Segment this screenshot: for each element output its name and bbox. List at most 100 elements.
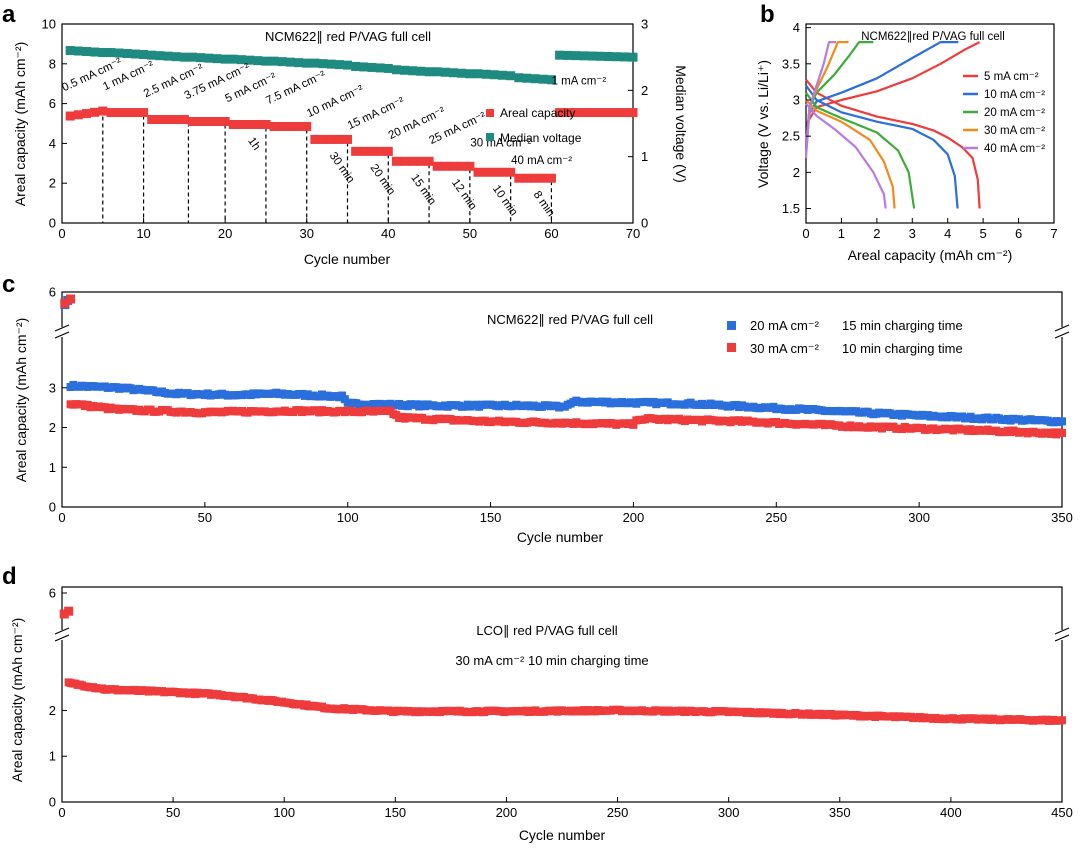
axis-break-c bbox=[54, 324, 1070, 339]
x-tick-label: 2 bbox=[873, 226, 880, 241]
y-tick-label: 3 bbox=[793, 92, 800, 107]
voltage-point bbox=[114, 48, 124, 58]
time-label: 20 min bbox=[368, 162, 398, 197]
voltage-point bbox=[261, 56, 271, 66]
capacity-point bbox=[188, 117, 198, 127]
legend-label: 30 mA cm⁻² bbox=[984, 125, 1045, 137]
voltage-point bbox=[139, 50, 149, 60]
voltage-point bbox=[530, 74, 540, 84]
rate-label: 10 mA cm⁻² bbox=[305, 83, 366, 120]
y-axis-label-b: Voltage (V vs. Li/Li⁺) bbox=[755, 60, 771, 188]
x-tick-label: 450 bbox=[1051, 805, 1073, 820]
cycling-points-c bbox=[60, 294, 1066, 439]
capacity-point bbox=[391, 156, 401, 166]
plot-frame-b bbox=[805, 23, 1055, 224]
voltage-point bbox=[391, 65, 401, 75]
voltage-point bbox=[587, 51, 597, 61]
capacity-point bbox=[457, 161, 467, 171]
x-tick-label: 150 bbox=[480, 510, 502, 525]
legend-marker-20 bbox=[727, 321, 736, 330]
legend-label-capacity: Areal capacity bbox=[500, 106, 575, 120]
voltage-point bbox=[122, 49, 132, 59]
capacity-point bbox=[65, 111, 75, 121]
panel-label-b: b bbox=[760, 1, 775, 28]
capacity-point bbox=[538, 173, 548, 183]
x-tick-label: 20 bbox=[218, 226, 232, 241]
voltage-point bbox=[326, 59, 336, 69]
axis-break-mark-left bbox=[54, 627, 70, 642]
capacity-point bbox=[310, 134, 320, 144]
capacity-point bbox=[81, 109, 91, 119]
capacity-point bbox=[465, 161, 475, 171]
voltage-point bbox=[546, 75, 556, 85]
capacity-point bbox=[285, 121, 295, 131]
voltage-point bbox=[375, 63, 385, 73]
axis-break-gap-left bbox=[56, 327, 68, 337]
voltage-point bbox=[98, 48, 108, 58]
voltage-point bbox=[408, 66, 418, 76]
capacity-point bbox=[383, 146, 393, 156]
cycling-points-d bbox=[59, 606, 1066, 725]
capacity-point bbox=[122, 108, 132, 118]
voltage-point bbox=[579, 51, 589, 61]
voltage-point bbox=[432, 67, 442, 77]
panel-a: a NCM622∥ red P/VAG full cell 0.5 mA cm⁻… bbox=[2, 1, 689, 267]
rate-dividers bbox=[102, 115, 553, 223]
legend-b: 5 mA cm⁻² 10 mA cm⁻² 20 mA cm⁻² 30 mA cm⁻² 4… bbox=[963, 71, 1045, 155]
y-tick-label: 2 bbox=[641, 83, 648, 98]
capacity-point bbox=[449, 161, 459, 171]
voltage-point bbox=[294, 58, 304, 68]
time-label: 15 min bbox=[408, 172, 438, 207]
voltage-point bbox=[269, 56, 279, 66]
voltage-point bbox=[253, 56, 263, 66]
time-label: 8 min bbox=[531, 189, 557, 219]
y-axis-label-d: Areal capacity (mAh cm⁻²) bbox=[9, 618, 25, 783]
x-tick-label: 300 bbox=[718, 805, 740, 820]
voltage-point bbox=[555, 50, 565, 60]
cycle-point bbox=[1058, 428, 1066, 437]
capacity-point bbox=[351, 146, 361, 156]
legend-label: 5 mA cm⁻² bbox=[984, 71, 1039, 83]
capacity-point bbox=[424, 156, 434, 166]
voltage-point bbox=[481, 69, 491, 79]
time-label: 1h bbox=[245, 135, 262, 152]
axis-break-gap-right bbox=[1056, 630, 1068, 640]
capacity-point bbox=[98, 106, 108, 116]
x-tick-label: 0 bbox=[58, 226, 65, 241]
voltage-point bbox=[612, 52, 622, 62]
capacity-point bbox=[489, 167, 499, 177]
capacity-point bbox=[171, 115, 181, 125]
axis-break-gap-right bbox=[1056, 327, 1068, 337]
capacity-point bbox=[595, 108, 605, 118]
capacity-point bbox=[294, 121, 304, 131]
y-tick-label: 2 bbox=[49, 703, 56, 718]
voltage-point bbox=[416, 66, 426, 76]
x-tick-label: 40 bbox=[381, 226, 395, 241]
y-tick-label: 6 bbox=[49, 285, 56, 300]
capacity-point bbox=[253, 119, 263, 129]
capacity-point bbox=[563, 108, 573, 118]
voltage-point bbox=[571, 51, 581, 61]
title-b: NCM622∥red P/VAG full cell bbox=[861, 30, 1005, 43]
legend-label: 10 mA cm⁻² bbox=[984, 89, 1045, 101]
voltage-point bbox=[130, 49, 140, 59]
capacity-point bbox=[587, 108, 597, 118]
discharge-curve bbox=[805, 99, 896, 209]
capacity-point bbox=[506, 167, 516, 177]
voltage-point bbox=[302, 58, 312, 68]
x-tick-label: 250 bbox=[765, 510, 787, 525]
x-ticks-c: 0 50 100 150 200 250 300 350 bbox=[58, 502, 1073, 525]
y2-axis-label-a: Median voltage (V) bbox=[673, 65, 689, 183]
time-label: 12 min bbox=[449, 177, 479, 212]
legend-label: 40 mA cm⁻² bbox=[984, 143, 1045, 155]
capacity-point bbox=[114, 108, 124, 118]
voltage-point bbox=[212, 54, 222, 64]
y-tick-label: 10 bbox=[42, 17, 56, 32]
capacity-point bbox=[579, 108, 589, 118]
panel-label-d: d bbox=[2, 563, 17, 590]
axis-break-gap-left bbox=[56, 630, 68, 640]
x-tick-label: 200 bbox=[496, 805, 518, 820]
axis-break-d bbox=[54, 627, 1070, 642]
voltage-point bbox=[196, 53, 206, 63]
x-tick-label: 60 bbox=[544, 226, 558, 241]
